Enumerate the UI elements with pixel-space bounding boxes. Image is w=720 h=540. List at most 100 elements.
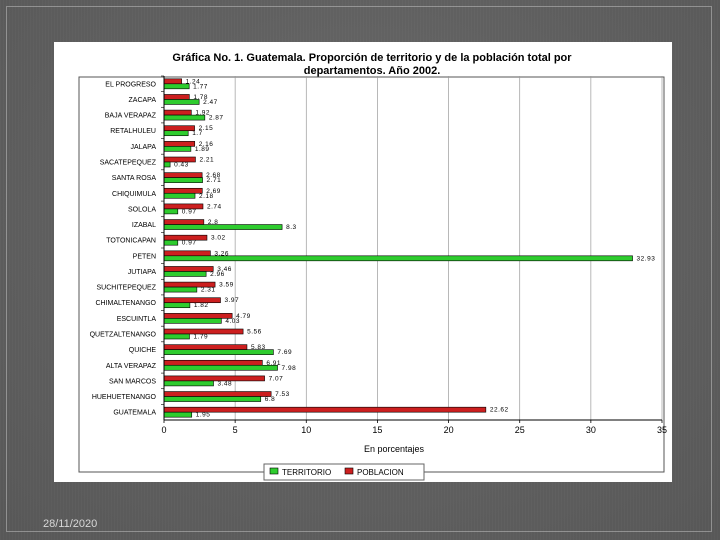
category-label: SUCHITEPEQUEZ xyxy=(96,285,156,292)
data-label-territorio: 1.79 xyxy=(193,334,208,341)
category-label: TOTONICAPAN xyxy=(106,238,156,245)
bar-territorio xyxy=(163,161,171,168)
data-label-territorio: 4.03 xyxy=(225,318,240,325)
x-tick-label: 15 xyxy=(372,425,382,435)
bar-poblacion xyxy=(163,141,196,147)
data-label-poblacion: 5.56 xyxy=(247,329,262,336)
category-label: CHIQUIMULA xyxy=(112,191,156,198)
legend-label-poblacion: POBLACION xyxy=(357,468,404,477)
bar-territorio xyxy=(163,208,179,215)
category-label: ZACAPA xyxy=(129,97,157,104)
bar-territorio xyxy=(163,271,207,277)
bar-poblacion xyxy=(163,375,265,382)
data-label-territorio: 3.48 xyxy=(218,380,233,387)
x-tick-label: 10 xyxy=(301,425,311,435)
bar-poblacion xyxy=(163,406,487,413)
data-label-territorio: 7.98 xyxy=(282,365,297,372)
bar-territorio xyxy=(163,333,190,340)
data-label-territorio: 1.89 xyxy=(195,146,210,153)
bar-poblacion xyxy=(163,313,233,319)
bar-territorio xyxy=(163,380,214,387)
x-axis-label: En porcentajes xyxy=(364,444,425,454)
data-label-territorio: 2.18 xyxy=(199,193,214,200)
data-label-poblacion: 3.97 xyxy=(224,297,239,304)
data-label-poblacion: 3.26 xyxy=(214,250,229,257)
bar-territorio xyxy=(163,130,189,137)
category-label: SACATEPEQUEZ xyxy=(100,160,157,167)
data-label-territorio: 2.87 xyxy=(209,115,224,122)
data-label-territorio: 2.47 xyxy=(203,99,218,106)
data-label-territorio: 0.97 xyxy=(182,208,197,215)
data-label-territorio: 2.71 xyxy=(207,177,222,184)
data-label-territorio: 7.69 xyxy=(277,349,292,356)
data-label-territorio: 0.43 xyxy=(174,162,189,169)
data-label-territorio: 1.77 xyxy=(193,83,208,90)
bar-territorio xyxy=(163,364,278,371)
data-label-poblacion: 7.53 xyxy=(275,391,290,398)
legend-swatch-poblacion xyxy=(344,467,354,475)
data-label-territorio: 0.97 xyxy=(182,240,197,247)
footer-date: 28/11/2020 xyxy=(43,518,98,530)
data-label-territorio: 1.95 xyxy=(196,412,211,419)
bar-territorio xyxy=(163,224,283,230)
data-label-poblacion: 5.83 xyxy=(251,344,266,351)
data-label-poblacion: 2.68 xyxy=(206,172,221,179)
data-label-territorio: 32.93 xyxy=(637,255,656,262)
bar-poblacion xyxy=(163,359,263,366)
bar-territorio xyxy=(163,192,196,199)
category-label: IZABAL xyxy=(132,222,156,229)
data-label-poblacion: 2.74 xyxy=(207,203,222,210)
data-label-territorio: 1.7 xyxy=(192,130,203,137)
data-label-poblacion: 2.16 xyxy=(199,141,214,148)
bar-territorio xyxy=(163,146,192,152)
category-label: PETEN xyxy=(133,253,156,260)
data-label-poblacion: 7.07 xyxy=(269,375,284,382)
bar-territorio xyxy=(163,255,633,262)
data-label-territorio: 2.31 xyxy=(201,287,216,294)
data-label-poblacion: 2.69 xyxy=(206,188,221,195)
category-label: QUETZALTENANGO xyxy=(90,332,157,339)
data-label-poblacion: 2.8 xyxy=(208,219,219,226)
bar-territorio xyxy=(163,286,198,293)
x-tick-label: 5 xyxy=(233,425,238,435)
data-label-poblacion: 3.59 xyxy=(219,282,234,289)
bar-territorio xyxy=(163,239,179,246)
x-tick-label: 0 xyxy=(161,425,166,435)
category-label: BAJA VERAPAZ xyxy=(105,113,157,120)
bar-poblacion xyxy=(163,109,192,116)
bar-chart: Gráfica No. 1. Guatemala. Proporción de … xyxy=(78,52,667,481)
category-label: HUEHUETENANGO xyxy=(92,394,157,401)
slide-border xyxy=(6,6,712,532)
x-tick-label: 35 xyxy=(657,425,667,435)
data-label-poblacion: 1.78 xyxy=(193,94,208,101)
data-label-poblacion: 3.46 xyxy=(217,266,232,273)
bar-poblacion xyxy=(163,344,248,350)
bar-poblacion xyxy=(163,391,272,397)
bar-poblacion xyxy=(163,219,205,225)
x-tick-label: 25 xyxy=(515,425,525,435)
legend-box xyxy=(263,463,425,481)
legend-swatch-territorio xyxy=(269,467,279,475)
category-label: QUICHE xyxy=(129,347,157,354)
data-label-poblacion: 1.24 xyxy=(186,78,201,85)
x-tick-label: 20 xyxy=(444,425,454,435)
bar-poblacion xyxy=(163,297,221,304)
data-label-poblacion: 4.79 xyxy=(236,313,251,320)
bar-territorio xyxy=(163,396,262,402)
chart-title-line-1: Gráfica No. 1. Guatemala. Proporción de … xyxy=(172,52,572,64)
category-label: GUATEMALA xyxy=(113,410,156,417)
bar-territorio xyxy=(163,411,193,418)
bar-poblacion xyxy=(163,94,190,100)
legend-label-territorio: TERRITORIO xyxy=(282,468,331,477)
x-tick-label: 30 xyxy=(586,425,596,435)
category-label: SOLOLA xyxy=(128,206,156,213)
data-label-territorio: 1.82 xyxy=(194,302,209,309)
data-label-poblacion: 2.15 xyxy=(199,125,214,132)
category-label: ALTA VERAPAZ xyxy=(106,363,157,370)
chart-panel: Gráfica No. 1. Guatemala. Proporción de … xyxy=(54,42,672,482)
bar-territorio xyxy=(163,302,191,309)
category-label: EL PROGRESO xyxy=(105,81,156,88)
labels-layer: EL PROGRESO 1.241.77 ZACAPA 1.782.47 BAJA VE… xyxy=(90,78,656,419)
bar-territorio xyxy=(163,177,203,183)
category-label: JUTIAPA xyxy=(128,269,157,276)
